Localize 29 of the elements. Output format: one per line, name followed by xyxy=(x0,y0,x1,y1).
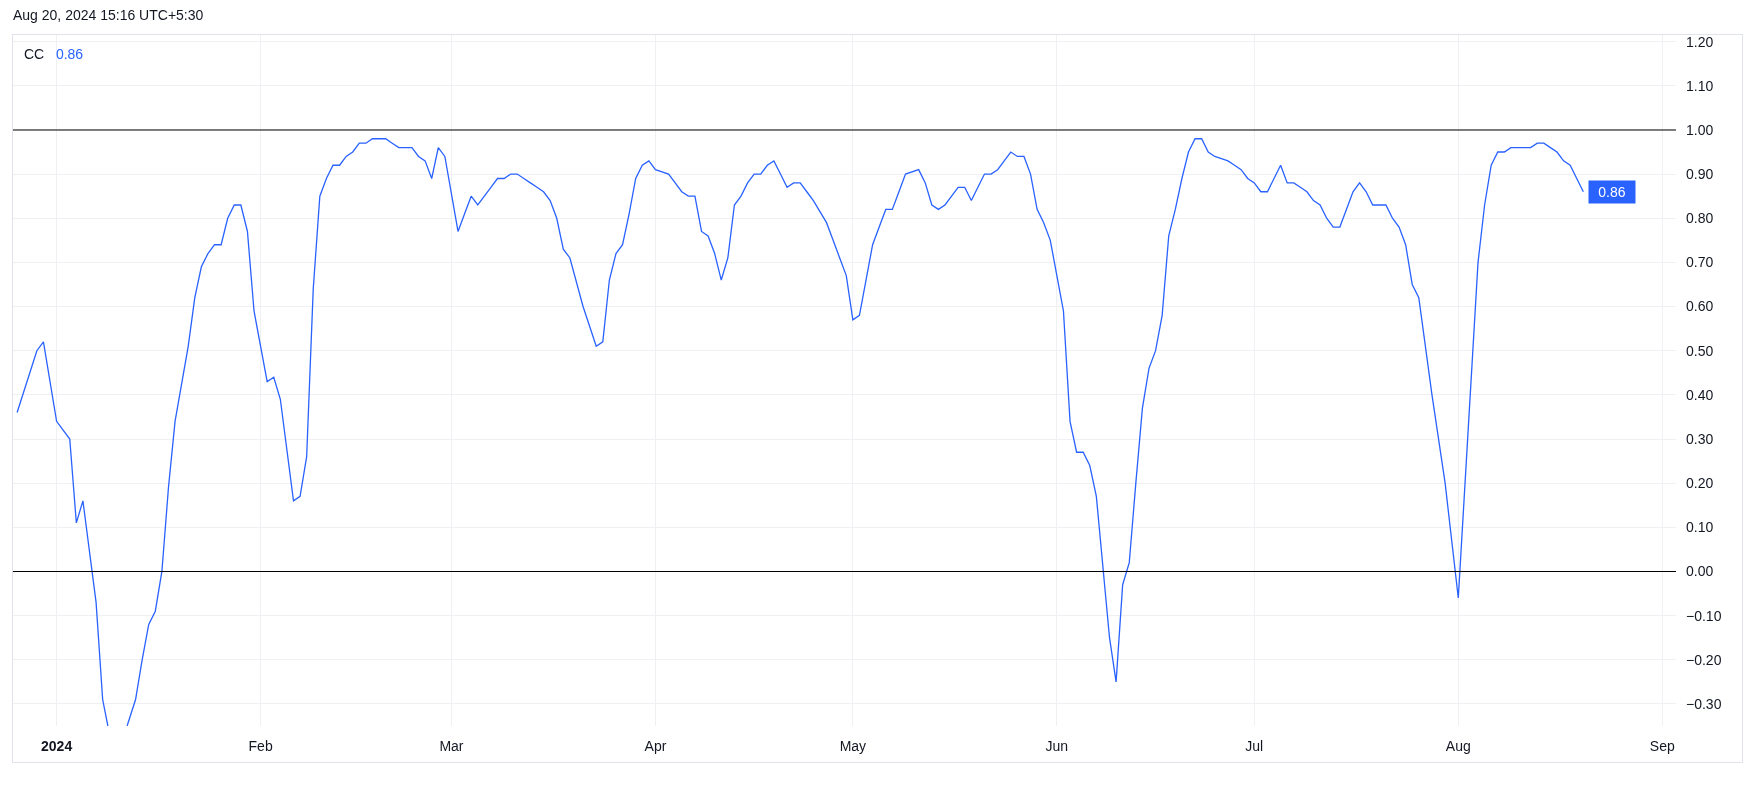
y-tick-label: 0.90 xyxy=(1686,165,1714,182)
x-tick-label: Jun xyxy=(1045,738,1069,754)
y-tick-label: 0.30 xyxy=(1686,430,1714,447)
y-tick-label: −0.30 xyxy=(1686,695,1722,712)
y-tick-label: 1.10 xyxy=(1686,77,1714,94)
y-tick-label: 0.60 xyxy=(1686,298,1714,315)
y-tick-label: 0.10 xyxy=(1686,519,1714,536)
x-tick-label: Aug xyxy=(1445,738,1471,754)
x-tick-label: Feb xyxy=(248,738,273,754)
y-tick-label: 0.40 xyxy=(1686,386,1714,403)
text: Aug 20, 2024 15:16 UTC+5:30 xyxy=(13,7,204,23)
data-label: 0.86 xyxy=(1598,184,1626,200)
x-tick-label: Jul xyxy=(1245,738,1264,754)
x-tick-label: Sep xyxy=(1649,738,1675,754)
y-tick-label: 1.20 xyxy=(1686,33,1714,50)
x-tick-label: Mar xyxy=(439,738,464,754)
y-tick-label: 0.20 xyxy=(1686,475,1714,492)
y-tick-label: −0.20 xyxy=(1686,651,1722,668)
y-tick-label: 0.50 xyxy=(1686,342,1714,359)
y-tick-label: 0.00 xyxy=(1686,563,1714,580)
y-tick-label: 0.70 xyxy=(1686,254,1714,271)
y-tick-label: 0.80 xyxy=(1686,210,1714,227)
y-tick-label: 1.00 xyxy=(1686,121,1714,138)
y-tick-label: −0.10 xyxy=(1686,607,1722,624)
text: CC xyxy=(24,46,45,62)
text: 0.86 xyxy=(55,46,84,62)
x-tick-label: May xyxy=(839,738,867,754)
x-tick-label: 2024 xyxy=(41,738,73,754)
x-tick-label: Apr xyxy=(644,738,667,754)
